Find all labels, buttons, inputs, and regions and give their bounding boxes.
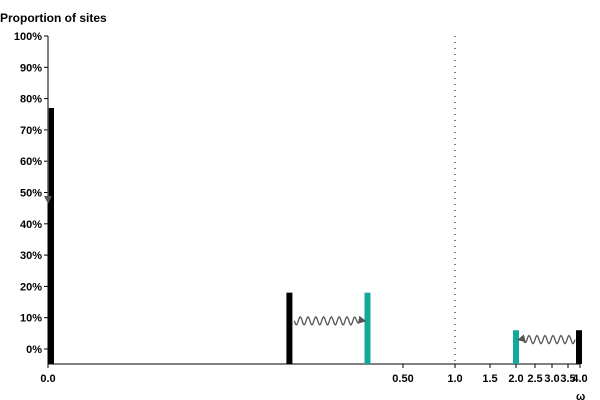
arrow-wavy [293,315,367,326]
x-tick-label: 2.5 [527,373,542,385]
bar-black-4 [576,330,582,364]
arrows [44,107,576,345]
x-tick-label: 3.0 [544,373,559,385]
x-tick-label: 4.0 [572,373,587,385]
y-tick-label: 50% [20,188,42,200]
y-tick-label: 10% [20,313,42,325]
y-tick-label: 30% [20,250,42,262]
axes [44,35,581,368]
x-tick-label: 0.0 [40,373,55,385]
y-tick-label: 90% [20,62,42,74]
arrow-wavy [517,334,576,345]
y-tick-label: 60% [20,156,42,168]
y-axis-title: Proportion of sites [0,11,107,25]
bar-black-0 [48,107,54,365]
x-tick-label: 1.0 [447,373,462,385]
bars [48,107,582,365]
bar-teal-3 [513,330,519,364]
y-tick-label: 70% [20,125,42,137]
x-tick-label: 3.5 [560,373,575,385]
bar-teal-2 [364,292,371,364]
y-tick-label: 40% [20,219,42,231]
y-tick-label: 100% [14,31,42,43]
x-tick-label: 0.50 [392,373,413,385]
x-tick-label: 1.5 [482,373,497,385]
y-tick-label: 0% [26,344,42,356]
y-tick-label: 20% [20,281,42,293]
tick-labels: 0% 10% 20% 30% 40% 50% 60% 70% 80% 90% 100% 0.0 0.50… [14,31,588,385]
x-tick-label: 2.0 [508,373,523,385]
x-axis-title: ω [576,391,585,400]
bar-black-1 [286,292,293,364]
y-tick-label: 80% [20,94,42,106]
